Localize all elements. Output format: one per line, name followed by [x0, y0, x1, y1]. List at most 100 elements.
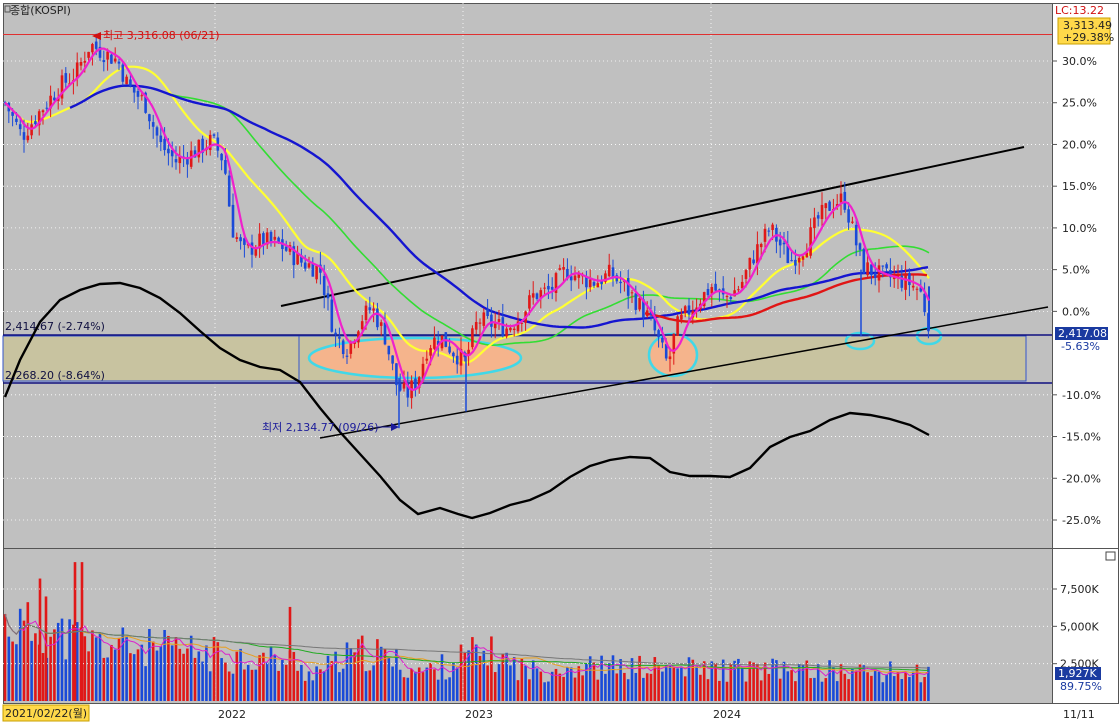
- volume-bar: [577, 666, 581, 701]
- volume-bar: [889, 661, 892, 701]
- volume-bar: [835, 681, 839, 701]
- volume-bar: [858, 664, 862, 701]
- candle-body: [683, 306, 687, 313]
- volume-bar: [710, 661, 714, 701]
- volume-bar: [790, 670, 793, 701]
- volume-bar: [892, 676, 896, 701]
- volume-bar: [414, 671, 417, 701]
- candle-body: [839, 193, 843, 203]
- candle-body: [406, 383, 410, 398]
- volume-bar: [604, 673, 607, 701]
- candle-body: [873, 273, 877, 278]
- y-tick-label: 20.0%: [1062, 138, 1097, 151]
- volume-bar: [535, 668, 539, 701]
- volume-bar: [208, 671, 212, 701]
- candle-body: [866, 262, 869, 276]
- volume-bar: [398, 669, 402, 701]
- candle-body: [368, 307, 372, 311]
- volume-bar: [144, 666, 147, 701]
- candle-body: [79, 61, 83, 66]
- volume-bar: [68, 619, 71, 701]
- candle-body: [102, 60, 106, 63]
- volume-bar: [56, 622, 60, 701]
- candle-body: [269, 231, 273, 242]
- volume-bar: [805, 660, 809, 701]
- chart-title-box-icon[interactable]: [4, 5, 11, 13]
- volume-bar: [265, 662, 269, 701]
- volume-bar: [702, 661, 706, 701]
- candle-body: [759, 244, 763, 248]
- candle-body: [402, 382, 406, 389]
- volume-bar: [786, 671, 790, 701]
- candle-body: [923, 293, 926, 313]
- candle-body: [847, 209, 850, 223]
- volume-bar: [296, 670, 299, 701]
- candle-body: [129, 79, 132, 86]
- volume-bar: [140, 644, 144, 701]
- volume-bar: [490, 636, 493, 701]
- candle-body: [569, 276, 573, 281]
- volume-bar: [923, 676, 926, 701]
- volume-bar: [756, 663, 759, 701]
- candle-body: [284, 246, 288, 251]
- candle-body: [45, 107, 49, 109]
- candle-body: [493, 323, 497, 329]
- candle-body: [136, 90, 140, 97]
- volume-bar: [881, 682, 885, 701]
- bottom-axis-background: [0, 703, 1119, 726]
- volume-bar: [695, 666, 698, 701]
- volume-bar: [182, 653, 185, 701]
- candle-body: [37, 111, 41, 126]
- last-price-value: 3,313.49: [1063, 19, 1112, 32]
- volume-bar: [300, 664, 303, 701]
- candle-body: [702, 292, 706, 307]
- volume-bar: [474, 644, 478, 701]
- volume-bar: [34, 633, 37, 701]
- volume-bar: [163, 629, 166, 701]
- volume-settings-icon[interactable]: [1105, 551, 1116, 561]
- volume-bar: [687, 657, 691, 701]
- volume-bar: [615, 673, 619, 701]
- volume-bar: [520, 658, 524, 701]
- current-price-value: 2,417.08: [1058, 327, 1107, 340]
- candle-body: [478, 322, 482, 324]
- volume-bar: [801, 664, 805, 701]
- volume-bar: [471, 637, 474, 701]
- candle-body: [452, 352, 455, 357]
- volume-bar: [98, 633, 102, 701]
- y-tick-label: 25.0%: [1062, 97, 1097, 110]
- volume-bar: [421, 672, 425, 701]
- volume-bar: [759, 680, 763, 701]
- candle-body: [809, 227, 812, 256]
- volume-bar: [547, 681, 550, 701]
- volume-bar: [292, 651, 296, 701]
- candle-body: [273, 236, 277, 240]
- candle-body: [767, 230, 771, 232]
- volume-bar: [243, 669, 246, 701]
- volume-bar: [30, 640, 33, 701]
- volume-bar: [794, 681, 797, 701]
- candle-body: [585, 276, 588, 288]
- volume-bar: [273, 655, 277, 701]
- volume-ma-gray: [4, 613, 929, 669]
- vertical-grid-lines: [214, 3, 712, 703]
- volume-bar: [284, 664, 288, 701]
- candle-body: [816, 215, 820, 219]
- volume-bar: [102, 657, 106, 701]
- candle-body: [53, 97, 56, 101]
- candle-body: [501, 317, 505, 337]
- candle-body: [828, 201, 831, 211]
- volume-bar: [638, 655, 641, 701]
- volume-bar: [38, 578, 42, 701]
- low-marker-arrow-icon: [391, 423, 399, 431]
- right-axis-background: [1052, 3, 1118, 703]
- candle-body: [820, 204, 824, 220]
- volume-bar: [854, 670, 858, 701]
- volume-bar: [493, 672, 497, 701]
- volume-bar: [539, 671, 543, 701]
- high-marker-arrow-icon: [92, 32, 101, 40]
- volume-bar: [326, 655, 330, 701]
- volume-bar: [151, 641, 155, 701]
- volume-bar: [699, 674, 702, 701]
